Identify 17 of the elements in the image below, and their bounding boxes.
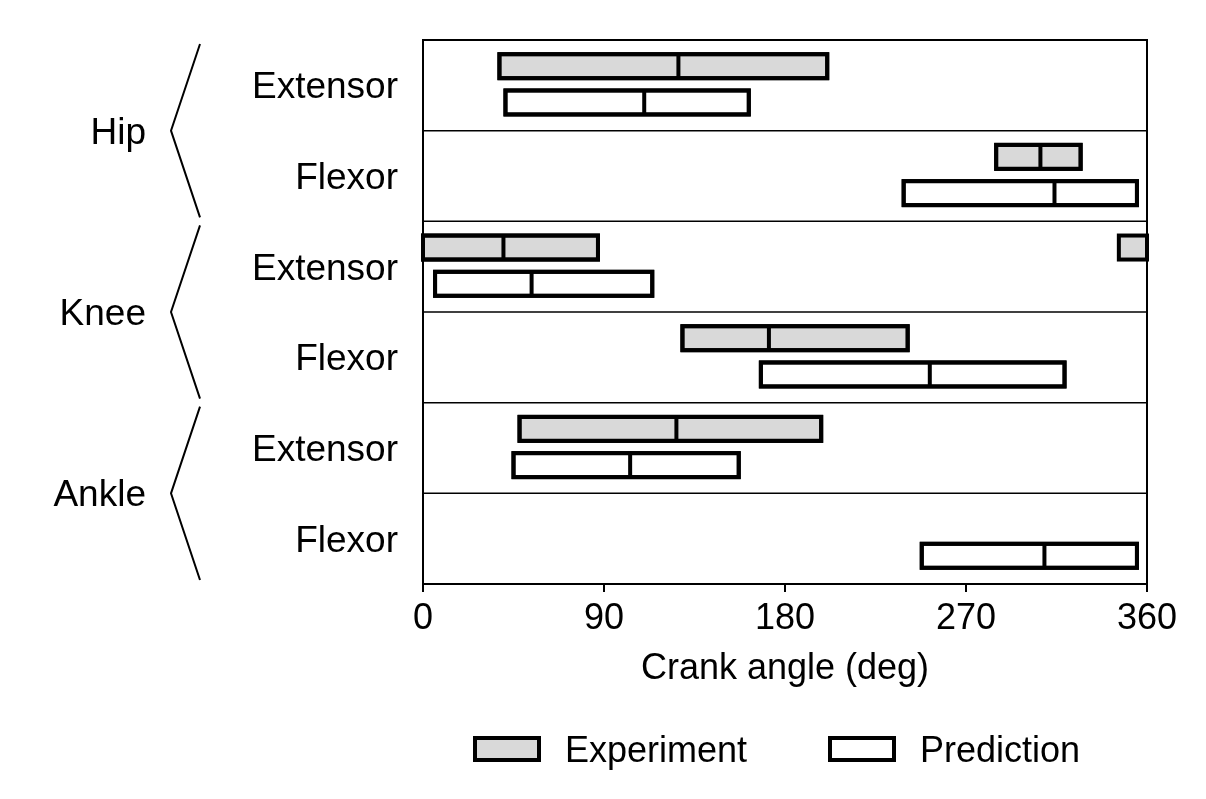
y-tick-label: Extensor (251, 65, 398, 107)
text: Ankle (53, 473, 146, 515)
y-tick-label: Flexor (295, 337, 398, 379)
x-axis-title: Crank angle (deg) (640, 646, 930, 687)
legend-label: Prediction (920, 729, 1081, 770)
x-tick-label: 270 (935, 596, 997, 637)
x-tick-label: 90 (583, 596, 625, 637)
text: Hip (90, 110, 146, 152)
y-tick-label: Extensor (251, 246, 398, 288)
y-tick-label: Flexor (295, 156, 398, 197)
y-tick-label: Flexor (295, 518, 398, 560)
legend-label: Experiment (565, 729, 748, 770)
x-tick-label: 360 (1116, 596, 1178, 637)
y-tick-label: Extensor (251, 428, 398, 469)
x-tick-label: 0 (412, 596, 434, 637)
x-tick-label: 180 (754, 596, 816, 637)
text: Knee (59, 292, 146, 333)
